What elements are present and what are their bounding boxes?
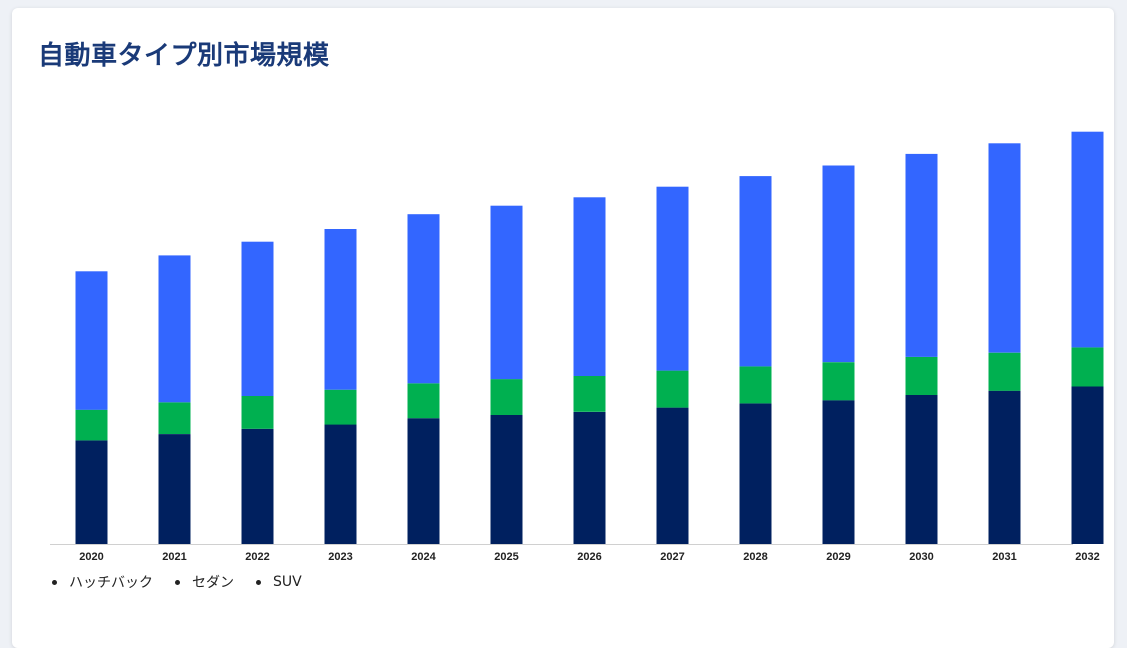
bar-segment-2023-series-2 <box>324 229 357 390</box>
legend-item: セダン <box>175 572 234 592</box>
legend-item: SUV <box>256 572 302 592</box>
bar-segment-2031-series-1 <box>988 352 1021 391</box>
x-tick-label-2026: 2026 <box>577 551 601 563</box>
bar-segment-2022-series-2 <box>241 241 274 396</box>
x-tick-label-2032: 2032 <box>1075 551 1099 563</box>
bar-segment-2032-series-1 <box>1071 347 1104 387</box>
bullet-icon <box>256 579 261 585</box>
bar-segment-2023-series-1 <box>324 389 357 425</box>
bar-segment-2024-series-0 <box>407 418 440 544</box>
x-tick-label-2020: 2020 <box>79 551 103 563</box>
bar-segment-2030-series-2 <box>905 153 938 357</box>
bar-segment-2028-series-0 <box>739 403 772 544</box>
legend-label: セダン <box>192 575 234 591</box>
legend: ハッチバック セダン SUV <box>52 572 302 592</box>
legend-item: ハッチバック <box>52 572 153 592</box>
bar-segment-2026-series-2 <box>573 197 606 376</box>
bar-segment-2024-series-2 <box>407 214 440 384</box>
bar-segment-2023-series-0 <box>324 424 357 544</box>
bar-segment-2029-series-2 <box>822 165 855 363</box>
bar-segment-2030-series-0 <box>905 394 938 544</box>
bar-segment-2025-series-0 <box>490 415 523 544</box>
x-tick-label-2023: 2023 <box>328 551 352 563</box>
bar-segment-2024-series-1 <box>407 383 440 419</box>
bar-segment-2031-series-0 <box>988 390 1021 544</box>
bar-segment-2029-series-1 <box>822 362 855 401</box>
bar-segment-2022-series-1 <box>241 396 274 429</box>
x-tick-labels: 2020 2021 2022 2023 2024 2025 2026 2027 2028 2029… <box>79 551 1099 563</box>
bar-segment-2032-series-2 <box>1071 131 1104 348</box>
bar-segment-2026-series-1 <box>573 375 606 412</box>
bar-segment-2021-series-1 <box>158 402 191 434</box>
bar-segment-2027-series-2 <box>656 186 689 371</box>
bar-segment-2021-series-2 <box>158 255 191 403</box>
bar-segment-2020-series-2 <box>75 271 108 410</box>
x-tick-label-2021: 2021 <box>162 551 186 563</box>
bar-segment-2020-series-1 <box>75 409 108 441</box>
bar-segment-2027-series-0 <box>656 407 689 544</box>
x-tick-label-2025: 2025 <box>494 551 518 563</box>
bar-segment-2029-series-0 <box>822 400 855 544</box>
legend-label: SUV <box>273 574 302 590</box>
bullet-icon <box>175 579 180 585</box>
bar-segment-2025-series-1 <box>490 379 523 415</box>
bar-segment-2026-series-0 <box>573 411 606 544</box>
x-tick-label-2030: 2030 <box>909 551 933 563</box>
chart-title: 自動車タイプ別市場規模 <box>38 41 330 71</box>
x-tick-label-2027: 2027 <box>660 551 684 563</box>
bar-segment-2027-series-1 <box>656 370 689 408</box>
x-tick-label-2024: 2024 <box>411 551 436 563</box>
bar-segment-2025-series-2 <box>490 205 523 380</box>
bars-group <box>75 131 1104 544</box>
bar-segment-2022-series-0 <box>241 428 274 544</box>
bar-segment-2030-series-1 <box>905 356 938 395</box>
bar-segment-2031-series-2 <box>988 143 1021 353</box>
bar-segment-2020-series-0 <box>75 440 108 544</box>
x-tick-label-2028: 2028 <box>743 551 767 563</box>
bullet-icon <box>52 579 57 585</box>
x-tick-label-2022: 2022 <box>245 551 269 563</box>
bar-segment-2032-series-0 <box>1071 386 1104 544</box>
legend-label: ハッチバック <box>69 575 153 591</box>
bar-segment-2028-series-1 <box>739 366 772 404</box>
x-tick-label-2031: 2031 <box>992 551 1016 563</box>
x-tick-label-2029: 2029 <box>826 551 850 563</box>
stacked-bar-chart: 2020 2021 2022 2023 2024 2025 2026 2027 2028 2029… <box>50 131 1104 563</box>
bar-segment-2028-series-2 <box>739 176 772 367</box>
bar-segment-2021-series-0 <box>158 434 191 544</box>
